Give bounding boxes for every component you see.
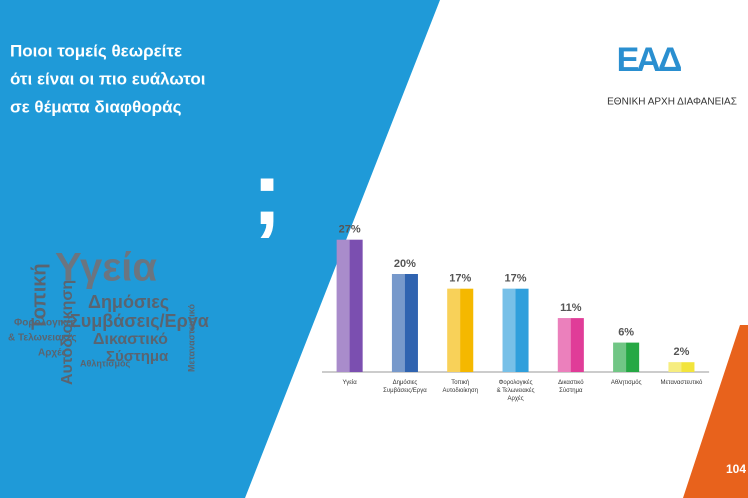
x-tick-label-line: Αρχές (507, 395, 523, 402)
cloud-word: Δικαστικό (93, 331, 168, 348)
cloud-word: Δημόσιες (88, 292, 169, 312)
title-line: σε θέματα διαφθοράς (10, 97, 182, 116)
x-tick-label: Δημόσιες Συμβάσεις/Εργα (383, 379, 427, 394)
x-tick-label-line: Συμβάσεις/Εργα (383, 387, 427, 394)
x-tick-label-line: Υγεία (343, 380, 358, 386)
value-label: 2% (673, 346, 689, 358)
x-tick-label-line: Μεταναστευτικό (660, 379, 703, 386)
cloud-word: Σύστημα (106, 348, 169, 365)
x-tick-label-line: Αυτοδιοίκηση (442, 388, 478, 394)
bar-highlight (557, 318, 571, 372)
bar-highlight (613, 342, 627, 372)
question-mark: ; (252, 144, 282, 244)
bar (502, 288, 529, 372)
cloud-word: Φορολογικές (14, 318, 76, 329)
value-label: 17% (449, 273, 471, 285)
bar-highlight (502, 288, 516, 372)
x-tick-label-line: Αθλητισμός (611, 379, 642, 386)
x-tick-label-line: Φορολογικές (499, 379, 533, 386)
title-line: ότι είναι οι πιο ευάλωτοι (10, 69, 206, 88)
x-tick-label: Αθλητισμός (611, 379, 642, 386)
blue-panel (0, 0, 440, 498)
value-label: 6% (618, 327, 634, 339)
x-tick-label: Δικαστικό Σύστημα (558, 379, 584, 394)
bar-highlight (336, 239, 350, 372)
cloud-word: Αυτοδιοίκηση (59, 280, 76, 385)
x-tick-label-line: Δικαστικό (558, 379, 584, 386)
x-tick-label-line: Δημόσιες (393, 379, 418, 386)
x-tick-label-line: Σύστημα (559, 388, 583, 394)
x-tick-label: Υγεία (343, 380, 358, 386)
cloud-word: Συμβάσεις/Εργα (70, 311, 209, 331)
bar (391, 274, 418, 372)
bar-highlight (447, 288, 461, 372)
x-tick-label-line: & Τελωνειακές (497, 387, 535, 394)
cloud-word: Τοπική (28, 263, 50, 330)
x-tick-label-line: Τοπική (451, 379, 469, 386)
title-line: Ποιοι τομείς θεωρείτε (10, 41, 182, 60)
value-label: 20% (394, 258, 416, 270)
bar (336, 239, 363, 372)
bar (557, 318, 584, 372)
x-tick-label: Φορολογικές & Τελωνειακές Αρχές (497, 379, 535, 402)
logo-name: ΕΘΝΙΚΗ ΑΡΧΗ ΔΙΑΦΑΝΕΙΑΣ (607, 97, 737, 108)
cloud-word: Υγεία (55, 246, 157, 290)
cloud-word: Αθλητισμός (80, 358, 131, 368)
value-label: 27% (339, 224, 361, 236)
cloud-word: & Τελωνειακές (8, 333, 77, 344)
bar-highlight (391, 274, 405, 372)
value-label: 17% (505, 273, 527, 285)
value-label: 11% (560, 302, 582, 314)
bar (447, 288, 474, 372)
cloud-word: Μεταναστευτικό (186, 303, 196, 372)
orange-corner (683, 325, 748, 498)
logo-mark: ΕΑΔ (617, 41, 682, 79)
cloud-word: Αρχές (38, 348, 67, 359)
corner-badge: 104 (726, 462, 746, 476)
bar-highlight (668, 362, 682, 372)
x-tick-label: Μεταναστευτικό (660, 379, 703, 386)
bar (613, 342, 640, 372)
x-tick-label: Τοπική Αυτοδιοίκηση (442, 379, 478, 394)
bar (668, 362, 695, 372)
